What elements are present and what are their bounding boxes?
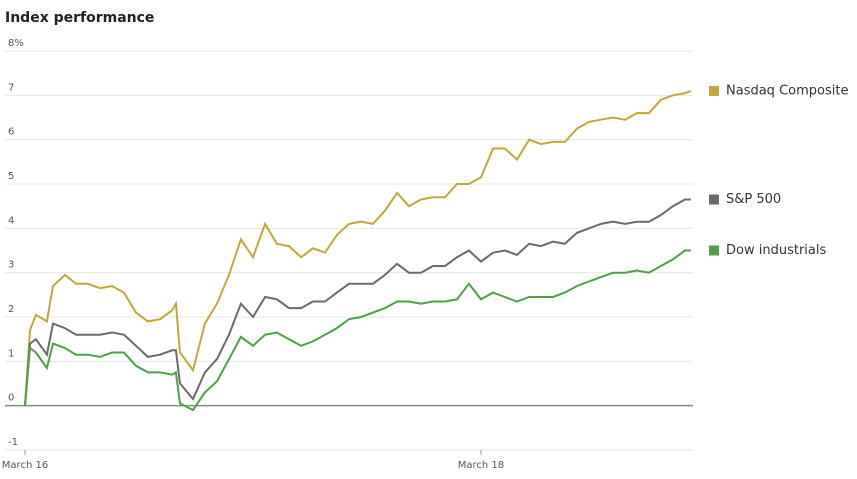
series-line [24,198,691,406]
legend-swatch [709,194,719,205]
legend-label: Nasdaq Composite [726,83,848,98]
y-tick-label: 1 [8,348,14,359]
series-line [24,249,691,412]
y-tick-label: -1 [8,437,18,448]
legend-swatch [709,85,719,96]
y-tick-label: 2 [8,304,14,315]
x-tick-label: March 18 [458,460,504,471]
y-tick-label: 3 [8,260,14,271]
x-tick-label: March 16 [2,460,48,471]
legend-label: Dow industrials [726,243,826,258]
y-tick-label: 5 [8,171,14,182]
series-line [24,89,692,406]
chart-title: Index performance [5,10,154,26]
y-tick-label: 7 [8,82,14,93]
legend-label: S&P 500 [726,192,781,207]
y-tick-label: 6 [8,127,14,138]
y-tick-label: 8% [8,38,24,49]
legend-swatch [709,245,719,256]
y-tick-label: 4 [8,215,14,226]
y-tick-label: 0 [8,393,14,404]
